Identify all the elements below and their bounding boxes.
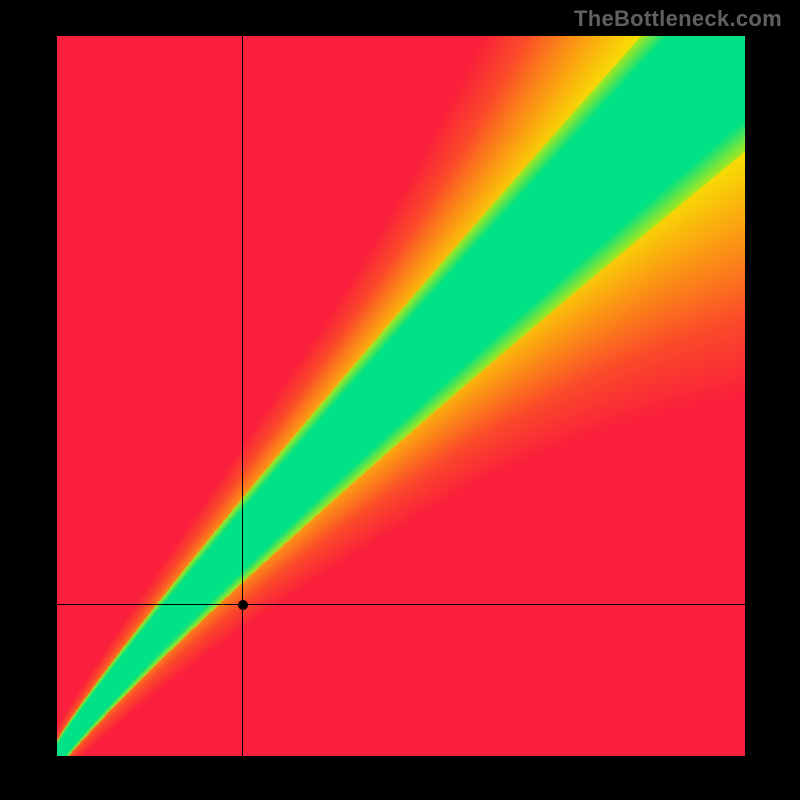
chart-container: TheBottleneck.com (0, 0, 800, 800)
heatmap-plot (57, 36, 745, 756)
crosshair-horizontal (57, 604, 745, 605)
crosshair-vertical (242, 36, 243, 756)
watermark-text: TheBottleneck.com (574, 6, 782, 32)
heatmap-canvas (57, 36, 745, 756)
data-point-marker (238, 600, 248, 610)
